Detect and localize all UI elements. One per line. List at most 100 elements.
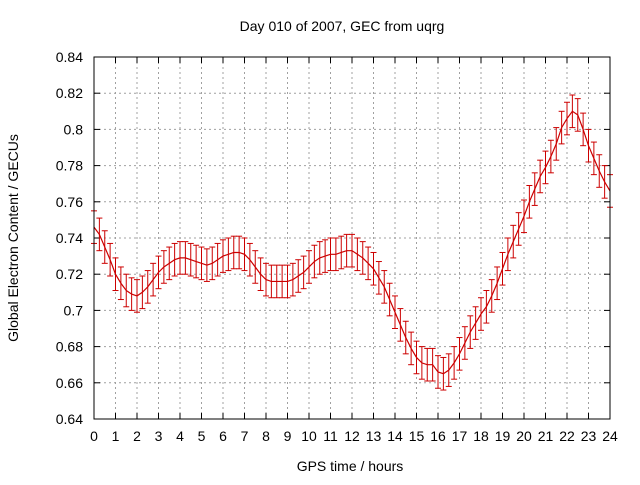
error-bar bbox=[171, 242, 178, 277]
error-bar bbox=[252, 250, 259, 284]
error-bar bbox=[472, 306, 479, 340]
y-axis-label: Global Electron Content / GECUs bbox=[5, 134, 21, 342]
y-tick-label: 0.84 bbox=[56, 49, 83, 65]
x-tick-label: 0 bbox=[90, 428, 98, 444]
error-bar bbox=[316, 241, 323, 275]
error-bar bbox=[241, 237, 248, 272]
error-bar bbox=[392, 295, 398, 329]
error-bar bbox=[203, 248, 210, 282]
x-tick-label: 18 bbox=[473, 428, 489, 444]
error-bar bbox=[139, 275, 146, 310]
error-bar bbox=[343, 233, 350, 268]
error-bar bbox=[381, 270, 388, 304]
x-tick-label: 1 bbox=[112, 428, 120, 444]
error-bar bbox=[150, 262, 157, 297]
error-bar bbox=[590, 141, 597, 176]
y-tick-label: 0.64 bbox=[56, 411, 83, 427]
x-tick-label: 21 bbox=[538, 428, 554, 444]
y-tick-label: 0.66 bbox=[56, 375, 83, 391]
error-bar bbox=[461, 326, 468, 360]
y-tick-label: 0.78 bbox=[56, 158, 83, 174]
x-tick-label: 7 bbox=[241, 428, 249, 444]
error-bar bbox=[289, 262, 296, 297]
x-tick-label: 12 bbox=[344, 428, 360, 444]
error-bar bbox=[160, 250, 167, 284]
error-bar bbox=[429, 347, 436, 382]
error-bar bbox=[155, 255, 162, 290]
error-bar bbox=[521, 199, 527, 234]
error-bar bbox=[166, 246, 173, 281]
error-bar bbox=[182, 241, 189, 275]
error-bar bbox=[306, 250, 312, 284]
chart-title: Day 010 of 2007, GEC from uqrg bbox=[240, 18, 445, 34]
error-bar bbox=[134, 279, 140, 313]
error-bar bbox=[418, 346, 425, 380]
error-bar bbox=[569, 94, 576, 129]
x-tick-label: 13 bbox=[366, 428, 382, 444]
error-bar bbox=[354, 237, 361, 272]
error-bar bbox=[193, 244, 200, 279]
error-bar bbox=[273, 264, 280, 299]
y-tick-label: 0.72 bbox=[56, 266, 83, 282]
error-bar bbox=[580, 112, 587, 147]
x-tick-label: 3 bbox=[155, 428, 163, 444]
error-bar bbox=[413, 340, 420, 375]
error-bar bbox=[537, 159, 544, 194]
error-bar bbox=[574, 98, 581, 132]
x-tick-label: 10 bbox=[301, 428, 317, 444]
x-tick-label: 24 bbox=[602, 428, 618, 444]
x-tick-label: 15 bbox=[409, 428, 425, 444]
y-tick-labels: 0.64 0.66 0.68 0.7 0.72 0.74 0.76 0.78 0.8 0.82 0.… bbox=[56, 49, 83, 427]
error-bar bbox=[284, 264, 291, 299]
error-bar bbox=[177, 241, 183, 275]
error-bar bbox=[547, 139, 554, 174]
error-bar bbox=[117, 266, 124, 301]
error-bar bbox=[386, 282, 393, 317]
error-bar bbox=[327, 237, 334, 272]
error-bar bbox=[96, 217, 103, 252]
x-tick-label: 22 bbox=[559, 428, 575, 444]
error-bar bbox=[408, 331, 415, 366]
error-bar bbox=[526, 185, 533, 219]
error-bar bbox=[499, 251, 506, 286]
error-bar bbox=[214, 242, 221, 277]
x-tick-label: 9 bbox=[284, 428, 292, 444]
error-bar bbox=[483, 289, 490, 324]
x-tick-label: 17 bbox=[452, 428, 468, 444]
x-tick-labels: 0 1 2 3 4 5 6 7 8 9 10 11 12 13 14 15 16 17 18 19 20 21 22 23 24 bbox=[90, 428, 618, 444]
y-tick-label: 0.82 bbox=[56, 85, 83, 101]
x-tick-label: 16 bbox=[430, 428, 446, 444]
y-tick-label: 0.8 bbox=[64, 121, 84, 137]
error-bar bbox=[397, 308, 404, 342]
error-bar bbox=[107, 242, 114, 277]
error-bar bbox=[112, 257, 119, 291]
error-bar bbox=[451, 346, 458, 380]
error-bar bbox=[230, 235, 237, 270]
grid-lines bbox=[94, 57, 610, 419]
error-bar bbox=[494, 266, 501, 301]
error-bar bbox=[257, 257, 264, 291]
error-bar bbox=[601, 165, 608, 199]
x-tick-label: 14 bbox=[387, 428, 403, 444]
error-bar bbox=[128, 277, 135, 311]
y-tick-label: 0.74 bbox=[56, 230, 83, 246]
error-bar bbox=[445, 353, 452, 387]
plot-frame bbox=[93, 56, 611, 420]
error-bar bbox=[467, 315, 474, 349]
error-bar bbox=[225, 237, 232, 272]
error-bar bbox=[144, 270, 151, 304]
error-bar bbox=[101, 230, 108, 264]
x-tick-label: 23 bbox=[581, 428, 597, 444]
error-bar bbox=[295, 259, 302, 293]
error-bar bbox=[209, 246, 216, 281]
x-tick-label: 11 bbox=[323, 428, 338, 444]
x-tick-label: 4 bbox=[176, 428, 184, 444]
error-bar bbox=[558, 110, 565, 145]
error-bar bbox=[375, 261, 382, 295]
x-tick-label: 5 bbox=[198, 428, 206, 444]
error-bar bbox=[564, 101, 570, 136]
y-tick-label: 0.7 bbox=[64, 302, 84, 318]
error-bar bbox=[198, 246, 205, 281]
